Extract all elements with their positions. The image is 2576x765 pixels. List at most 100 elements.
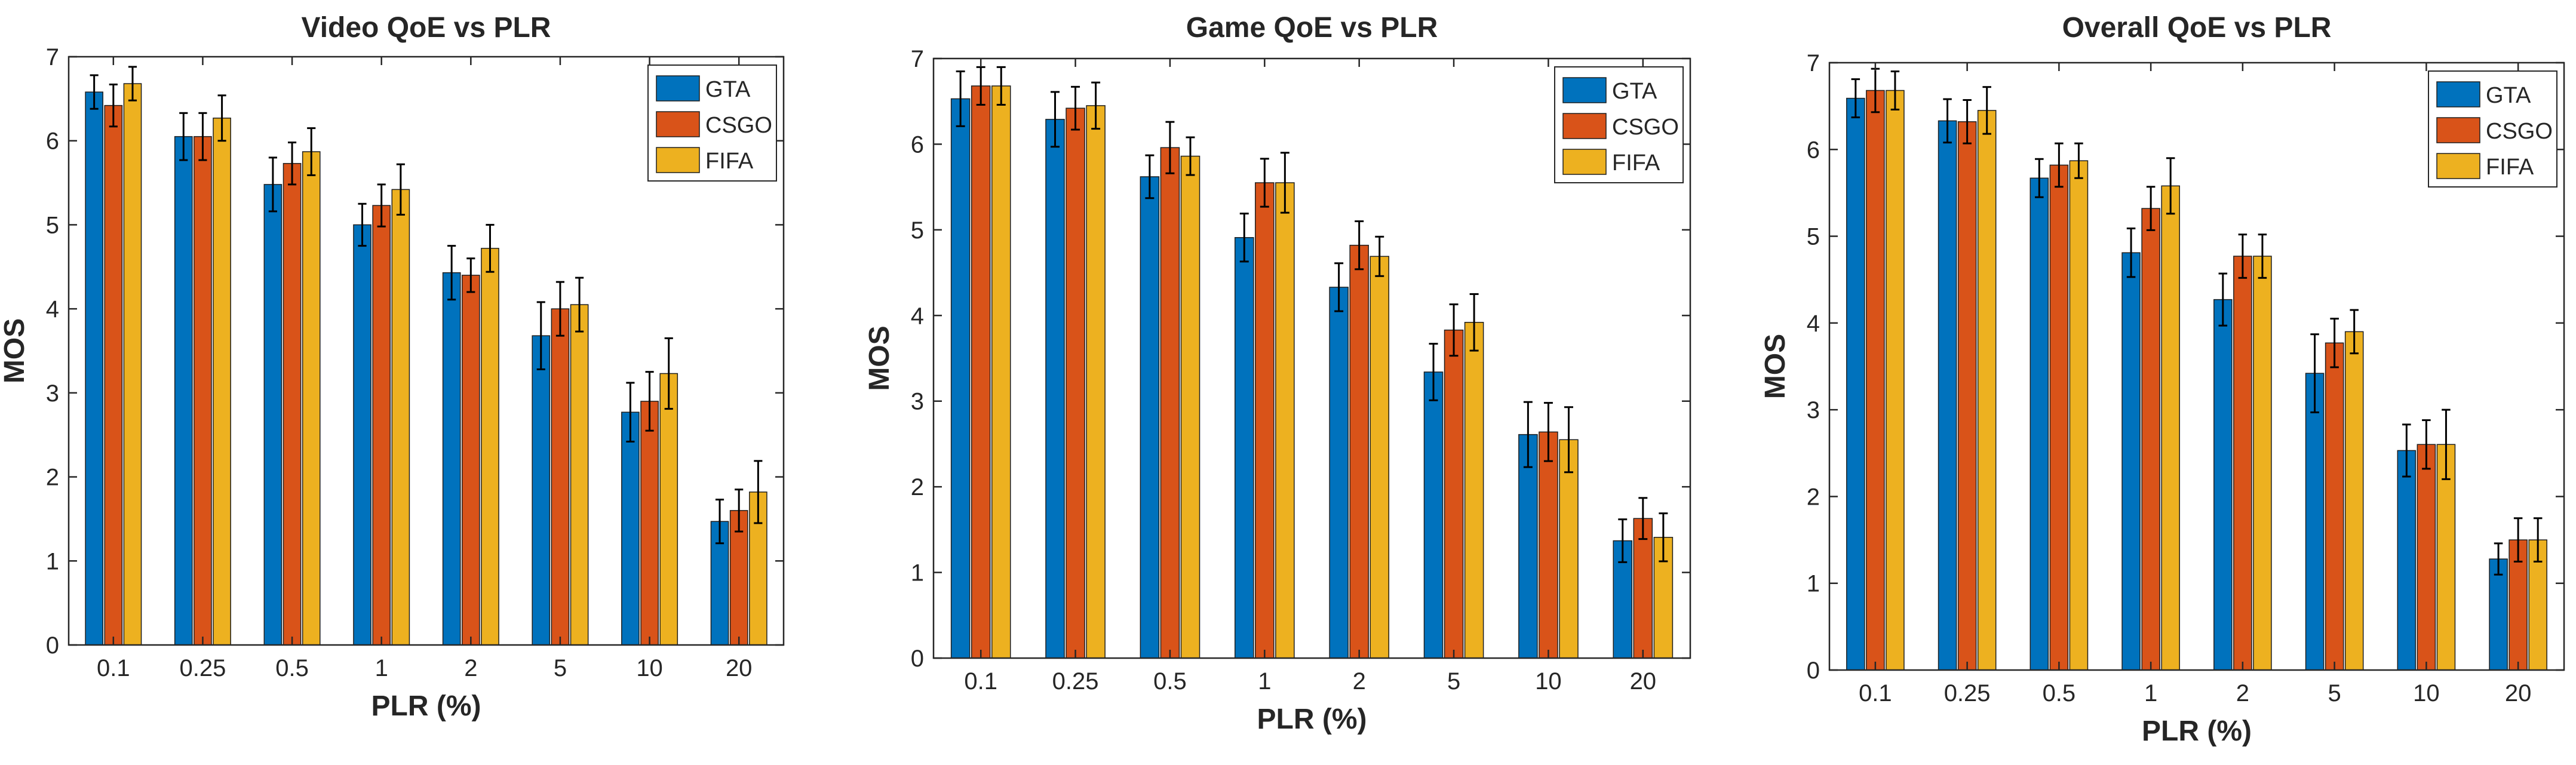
bar-3-csgo-6 — [2417, 444, 2436, 671]
bar-1-fifa-1 — [213, 117, 231, 646]
x-axis-label-1: PLR (%) — [371, 690, 481, 722]
xtick-label-2-3: 1 — [1258, 668, 1271, 695]
bar-1-fifa-2 — [302, 151, 321, 646]
legend-label-3-csgo: CSGO — [2486, 119, 2553, 144]
bar-1-gta-5 — [532, 335, 551, 646]
ytick-label-1-1: 1 — [46, 548, 59, 574]
bar-1-csgo-6 — [640, 401, 659, 646]
ytick-label-2-0: 0 — [911, 646, 924, 672]
bar-3-gta-5 — [2305, 373, 2325, 671]
bar-2-csgo-0 — [971, 85, 991, 659]
y-axis-label-3: MOS — [1760, 334, 1791, 399]
ytick-label-1-3: 3 — [46, 380, 59, 407]
bar-3-csgo-5 — [2325, 342, 2344, 671]
xtick-label-1-1: 0.25 — [180, 655, 226, 681]
bar-1-csgo-5 — [551, 308, 570, 646]
legend-label-2-csgo: CSGO — [1612, 115, 1679, 140]
xtick-label-1-0: 0.1 — [97, 655, 130, 681]
bar-2-fifa-4 — [1370, 256, 1390, 659]
xtick-label-2-2: 0.5 — [1153, 668, 1187, 695]
ytick-label-3-4: 4 — [1807, 311, 1820, 337]
bar-1-gta-6 — [621, 411, 640, 646]
ytick-label-2-7: 7 — [911, 46, 924, 72]
ytick-label-3-5: 5 — [1807, 224, 1820, 250]
bar-2-gta-5 — [1423, 371, 1444, 659]
ytick-label-1-6: 6 — [46, 128, 59, 155]
ytick-label-1-5: 5 — [46, 212, 59, 238]
bar-3-csgo-1 — [1957, 121, 1977, 671]
chart-title-3: Overall QoE vs PLR — [2062, 12, 2332, 44]
ytick-label-3-1: 1 — [1807, 571, 1820, 597]
xtick-label-1-6: 10 — [636, 655, 663, 681]
bar-2-csgo-1 — [1066, 107, 1085, 659]
chart-title-2: Game QoE vs PLR — [1186, 12, 1438, 44]
xtick-label-2-5: 5 — [1447, 668, 1460, 695]
bar-3-gta-4 — [2213, 299, 2233, 671]
legend-swatch-1-csgo — [656, 111, 700, 137]
legend-label-1-csgo: CSGO — [705, 113, 772, 138]
bar-1-fifa-5 — [570, 304, 589, 646]
bar-3-csgo-2 — [2049, 164, 2069, 671]
xtick-label-3-4: 2 — [2236, 680, 2249, 706]
bar-1-fifa-3 — [391, 189, 410, 646]
ytick-label-2-3: 3 — [911, 389, 924, 415]
legend-label-1-gta: GTA — [705, 77, 751, 102]
bar-3-gta-3 — [2121, 252, 2141, 671]
chart-title-1: Video QoE vs PLR — [302, 12, 551, 44]
legend-label-1-fifa: FIFA — [705, 149, 754, 174]
ytick-label-3-2: 2 — [1807, 484, 1820, 510]
bar-1-csgo-0 — [104, 105, 123, 646]
bar-2-gta-1 — [1045, 119, 1065, 659]
legend-swatch-1-fifa — [656, 147, 700, 173]
ytick-label-3-0: 0 — [1807, 658, 1820, 684]
bar-1-fifa-6 — [659, 373, 678, 646]
bar-1-csgo-1 — [194, 136, 212, 646]
bar-3-csgo-3 — [2141, 208, 2160, 671]
legend-swatch-2-fifa — [1562, 149, 1607, 175]
bar-2-fifa-3 — [1275, 182, 1295, 659]
ytick-label-1-0: 0 — [46, 632, 59, 659]
bar-1-gta-2 — [263, 184, 283, 646]
legend-swatch-1-gta — [656, 75, 700, 102]
bar-3-fifa-2 — [2069, 160, 2089, 671]
ytick-label-2-2: 2 — [911, 474, 924, 500]
legend-label-3-gta: GTA — [2486, 83, 2531, 108]
bar-1-gta-3 — [353, 224, 371, 646]
axes-box-1 — [67, 56, 785, 646]
xtick-label-1-5: 5 — [554, 655, 567, 681]
ytick-label-2-1: 1 — [911, 560, 924, 586]
bar-1-gta-0 — [85, 91, 103, 646]
xtick-label-2-6: 10 — [1535, 668, 1562, 695]
xtick-label-2-1: 0.25 — [1052, 668, 1099, 695]
bar-3-csgo-4 — [2233, 256, 2252, 671]
bar-2-gta-4 — [1329, 287, 1349, 659]
xtick-label-2-7: 20 — [1630, 668, 1657, 695]
legend-swatch-3-gta — [2436, 81, 2480, 107]
bar-3-fifa-5 — [2344, 331, 2364, 671]
bar-1-fifa-0 — [123, 83, 142, 646]
bar-2-fifa-1 — [1086, 105, 1106, 659]
bar-2-csgo-5 — [1444, 329, 1464, 659]
legend-swatch-2-csgo — [1562, 113, 1607, 139]
legend-label-2-fifa: FIFA — [1612, 150, 1660, 176]
bar-2-gta-0 — [950, 98, 971, 659]
ytick-label-2-5: 5 — [911, 217, 924, 244]
legend-label-2-gta: GTA — [1612, 79, 1657, 104]
bar-3-gta-6 — [2397, 450, 2417, 671]
bar-1-csgo-2 — [283, 162, 302, 646]
bar-2-fifa-6 — [1559, 439, 1579, 659]
xtick-label-1-7: 20 — [726, 655, 753, 681]
legend-swatch-2-gta — [1562, 77, 1607, 103]
bar-3-gta-2 — [2030, 177, 2049, 671]
bar-3-fifa-0 — [1886, 90, 1905, 671]
bar-2-csgo-6 — [1539, 431, 1558, 659]
bar-2-csgo-3 — [1255, 182, 1275, 659]
ytick-label-1-2: 2 — [46, 465, 59, 491]
bar-2-gta-6 — [1518, 434, 1538, 659]
bar-1-gta-4 — [442, 272, 461, 646]
bar-2-csgo-7 — [1633, 518, 1653, 659]
xtick-label-3-6: 10 — [2413, 680, 2440, 706]
ytick-label-2-6: 6 — [911, 131, 924, 158]
